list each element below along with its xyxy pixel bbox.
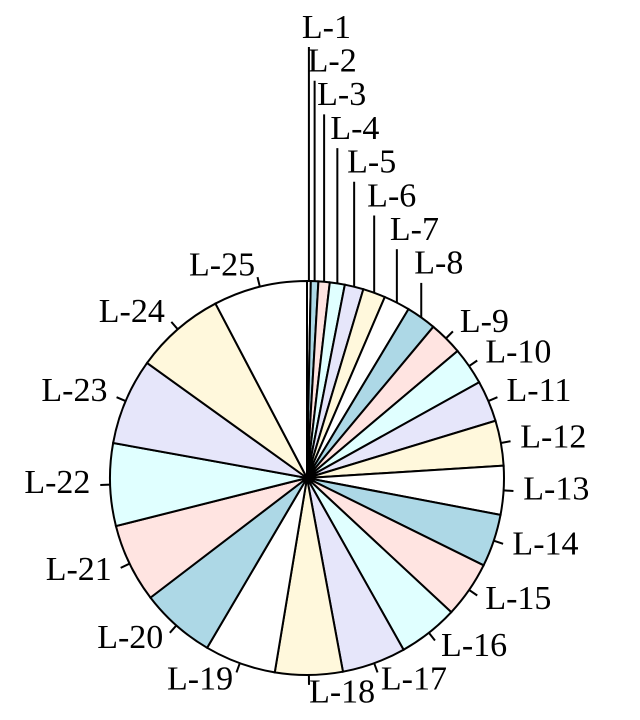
slice-label: L-17 [381, 661, 447, 698]
slice-label: L-13 [523, 470, 589, 507]
slice-label: L-15 [485, 580, 551, 617]
slice-label: L-16 [441, 627, 507, 664]
slice-label: L-3 [317, 76, 366, 113]
label-tick [500, 440, 511, 444]
label-tick [487, 396, 498, 402]
label-tick [493, 539, 504, 545]
label-tick [235, 662, 241, 673]
slice-label: L-11 [506, 372, 571, 409]
label-tick [428, 632, 436, 642]
label-tick [503, 489, 514, 492]
slice-label: L-21 [46, 551, 112, 588]
label-tick [120, 562, 131, 569]
label-tick [445, 330, 454, 340]
slice-label: L-25 [189, 246, 255, 283]
slice-label: L-8 [414, 245, 463, 282]
slice-label: L-23 [41, 372, 107, 409]
slice-label: L-10 [485, 334, 551, 371]
slice-label: L-1 [302, 9, 351, 46]
slice-label: L-12 [520, 418, 586, 455]
pie-slice [214, 279, 308, 479]
slice-label: L-7 [390, 211, 439, 248]
label-tick [468, 359, 478, 367]
label-tick [169, 624, 178, 634]
slice-label: L-24 [99, 293, 165, 330]
slice-label: L-20 [97, 619, 163, 656]
slice-label: L-19 [167, 661, 233, 698]
label-tick [468, 589, 478, 597]
label-tick [373, 662, 379, 673]
label-tick [116, 396, 127, 402]
slice-label: L-2 [308, 42, 357, 79]
slice-label: L-6 [367, 177, 416, 214]
slice-label: L-5 [347, 144, 396, 181]
slice-label: L-4 [330, 110, 379, 147]
slice-label: L-22 [24, 464, 90, 501]
slice-label: L-9 [460, 303, 509, 340]
label-tick [256, 276, 261, 287]
slice-label: L-14 [512, 526, 578, 563]
label-tick [170, 321, 179, 330]
slice-label: L-18 [309, 673, 375, 710]
